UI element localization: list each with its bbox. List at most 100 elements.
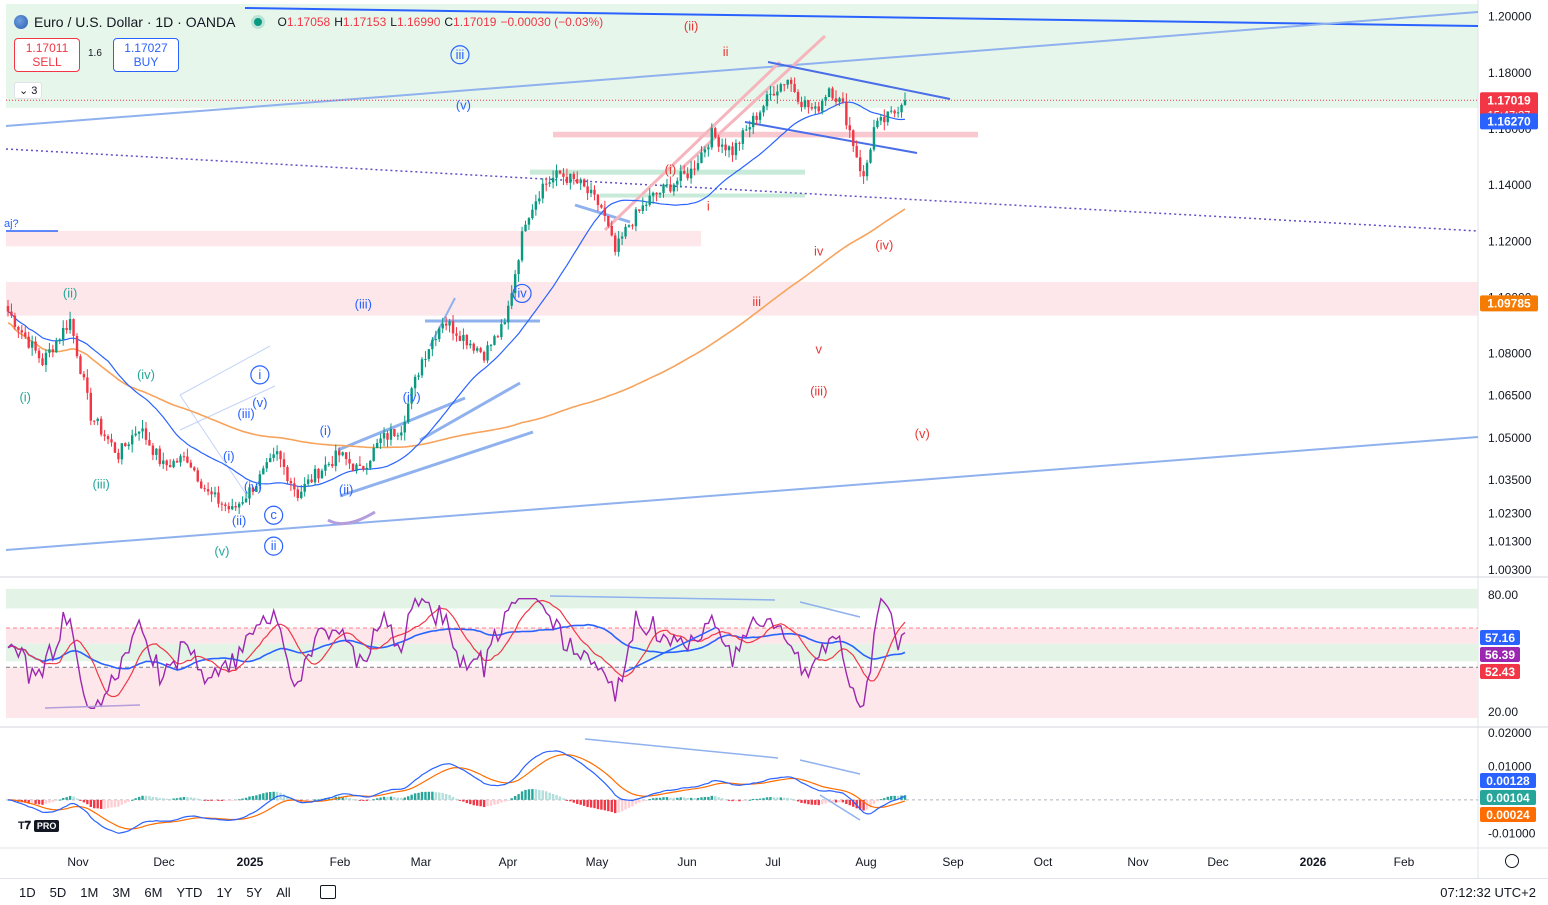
- candle: [710, 123, 713, 150]
- candle-body: [586, 186, 589, 194]
- candle-body: [545, 183, 548, 185]
- candle-body: [127, 444, 130, 447]
- candle-body: [738, 142, 741, 144]
- macd-histogram-bar: [513, 796, 517, 800]
- ma200-line: [7, 208, 906, 449]
- macd-histogram-bar: [524, 789, 527, 800]
- indicators-toggle[interactable]: ⌄ 3: [14, 82, 43, 99]
- range-3m-button[interactable]: 3M: [112, 884, 131, 900]
- symbol-title[interactable]: Euro / U.S. Dollar · 1D · OANDA: [34, 14, 236, 30]
- macd-histogram-bar: [255, 795, 258, 800]
- macd-histogram-bar: [717, 797, 720, 800]
- price-tick-label: 1.08000: [1488, 347, 1532, 361]
- candle: [213, 486, 217, 498]
- candle-body: [17, 326, 20, 331]
- macd-histogram-bar: [99, 799, 103, 809]
- candle-body: [531, 209, 534, 219]
- range-ytd-button[interactable]: YTD: [176, 884, 203, 900]
- macd-histogram-bar: [120, 799, 124, 805]
- macd-histogram-bar: [893, 795, 896, 800]
- candle: [369, 459, 372, 471]
- candle-body: [93, 420, 96, 422]
- macd-histogram-bar: [58, 799, 61, 801]
- range-5y-button[interactable]: 5Y: [246, 884, 263, 900]
- rsi-tick-label: 20.00: [1488, 705, 1518, 719]
- range-1m-button[interactable]: 1M: [80, 884, 99, 900]
- price-tick-label: 1.20000: [1488, 10, 1532, 24]
- macd-histogram-bar: [807, 799, 810, 805]
- macd-histogram-bar: [793, 799, 796, 801]
- macd-histogram-bar: [472, 799, 475, 806]
- candle: [814, 101, 817, 115]
- macd-histogram-bar: [438, 792, 441, 800]
- buy-button[interactable]: 1.17027 BUY: [113, 38, 179, 72]
- macd-histogram-bar: [231, 799, 234, 801]
- candle-body: [258, 474, 262, 486]
- candle-body: [831, 88, 834, 99]
- zone-pink-2: [6, 281, 1478, 316]
- macd-histogram-bar: [903, 795, 907, 800]
- macd-histogram-bar: [890, 795, 893, 800]
- macd-histogram-bar: [565, 799, 569, 801]
- candle-body: [462, 334, 465, 341]
- candle: [862, 165, 865, 184]
- macd-histogram-bar: [444, 793, 448, 800]
- settings-icon[interactable]: [1505, 854, 1519, 868]
- range-all-button[interactable]: All: [276, 884, 291, 900]
- macd-histogram-bar: [258, 794, 262, 800]
- candle: [507, 300, 510, 330]
- price-tag-label: 1.16270: [1487, 114, 1531, 128]
- clock: 07:12:32 UTC+2: [1440, 885, 1536, 900]
- candle-body: [524, 224, 527, 232]
- price-tag: [1480, 113, 1538, 130]
- range-6m-button[interactable]: 6M: [144, 884, 163, 900]
- candle: [707, 144, 710, 157]
- candle: [103, 430, 106, 441]
- macd-histogram-bar: [362, 799, 365, 801]
- candle: [148, 432, 151, 446]
- macd-histogram-bar: [834, 799, 838, 803]
- range-1d-button[interactable]: 1D: [19, 884, 36, 900]
- candle: [306, 474, 310, 487]
- candle-body: [206, 489, 210, 492]
- candle-body: [431, 339, 434, 350]
- candle-body: [527, 218, 531, 225]
- calendar-icon[interactable]: [319, 885, 336, 899]
- macd-histogram-bar: [645, 799, 648, 801]
- candle: [334, 444, 337, 472]
- candle-body: [479, 348, 482, 352]
- macd-histogram-bar: [683, 797, 686, 800]
- candle: [34, 336, 37, 354]
- candle: [324, 456, 327, 476]
- candle: [286, 465, 289, 484]
- wave-label-circle: [512, 283, 532, 304]
- candle-body: [703, 149, 707, 153]
- macd-histogram-bar: [676, 797, 679, 800]
- candle: [151, 442, 155, 461]
- candle: [845, 93, 848, 130]
- range-1y-button[interactable]: 1Y: [216, 884, 233, 900]
- candle-body: [814, 106, 817, 109]
- macd-histogram-bar: [289, 798, 293, 800]
- candle-body: [24, 332, 27, 337]
- macd-histogram-bar: [441, 792, 444, 800]
- range-5d-button[interactable]: 5D: [49, 884, 67, 900]
- macd-histogram-bar: [741, 799, 745, 801]
- macd-histogram-bar: [734, 799, 738, 802]
- macd-histogram-bar: [106, 799, 110, 809]
- candle-body: [168, 465, 172, 468]
- price-tag-label: 1.09785: [1487, 296, 1531, 310]
- candle: [186, 448, 189, 464]
- macd-histogram-bar: [262, 793, 265, 800]
- macd-histogram-bar: [210, 799, 213, 801]
- macd-histogram-bar: [248, 796, 251, 800]
- macd-histogram-bar: [572, 799, 575, 803]
- price-tick-label: 1.00300: [1488, 563, 1532, 577]
- sell-button[interactable]: 1.17011 SELL: [14, 38, 80, 72]
- candle-body: [379, 438, 382, 443]
- candle: [551, 170, 555, 189]
- macd-histogram-bar: [600, 799, 603, 810]
- macd-histogram-bar: [458, 799, 462, 801]
- candle: [313, 465, 317, 486]
